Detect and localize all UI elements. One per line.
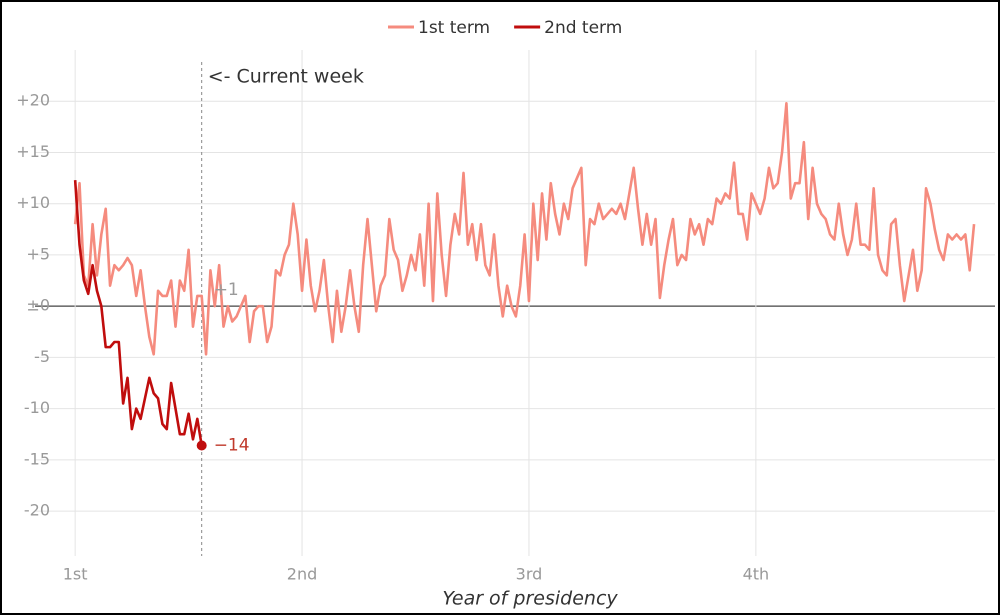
annotation: +1 [214,280,239,300]
x-tick-label: 4th [743,565,770,584]
y-tick-label: +20 [16,91,50,110]
legend: 1st term 2nd term [388,18,622,38]
current-week-label: <- Current week [208,66,364,88]
y-tick-label: -5 [34,347,50,366]
y-tick-label: -15 [24,449,50,468]
end-point [196,440,207,451]
annotation: −14 [214,435,250,455]
series-line [73,180,203,446]
series-line [73,101,976,356]
legend-label: 1st term [418,18,490,38]
legend-label: 2nd term [544,18,622,38]
y-tick-label: +15 [16,142,50,161]
x-axis-label: Year of presidency [442,588,618,610]
y-tick-label: ±0 [26,296,50,315]
y-tick-label: -10 [24,398,50,417]
x-tick-label: 2nd [287,565,317,584]
x-tick-label: 3rd [516,565,543,584]
y-tick-label: -20 [24,501,50,520]
y-tick-label: +10 [16,193,50,212]
y-tick-label: +5 [26,244,50,263]
x-tick-label: 1st [63,565,88,584]
